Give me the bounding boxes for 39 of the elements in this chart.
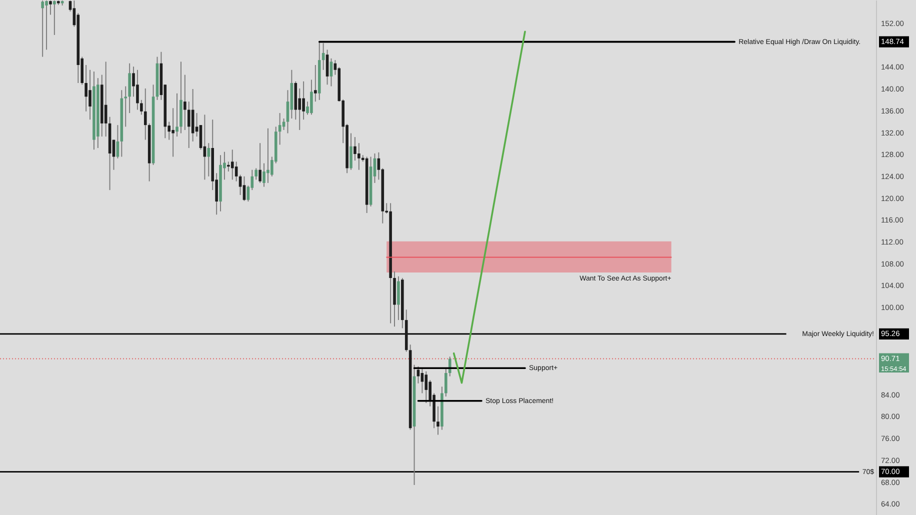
- candlestick: [310, 79, 313, 116]
- candlestick: [234, 161, 238, 182]
- candlestick: [172, 108, 174, 158]
- candlestick: [302, 80, 305, 120]
- candlestick: [242, 176, 246, 202]
- candlestick: [350, 132, 352, 170]
- candlestick: [176, 92, 178, 138]
- candlestick: [314, 64, 317, 102]
- candlestick: [184, 74, 186, 130]
- candlestick: [187, 101, 190, 148]
- line-series: [452, 30, 526, 384]
- candlestick: [444, 368, 448, 397]
- candlestick: [354, 136, 356, 162]
- candlestick: [424, 370, 428, 404]
- candlestick: [84, 64, 88, 112]
- candlestick: [266, 128, 270, 184]
- candlestick: [128, 62, 131, 114]
- candlestick: [358, 142, 360, 170]
- candlestick: [230, 149, 234, 180]
- candlestick: [88, 69, 92, 120]
- candlestick: [227, 161, 230, 172]
- candlestick: [136, 69, 139, 110]
- candlestick: [254, 168, 258, 180]
- candlestick: [124, 86, 128, 128]
- candlestick: [448, 356, 452, 377]
- candlestick: [330, 58, 333, 87]
- candlestick: [258, 142, 262, 184]
- candlestick: [144, 88, 147, 140]
- candlestick: [207, 142, 210, 177]
- candlestick: [436, 406, 440, 436]
- candlestick: [140, 99, 143, 116]
- candlestick: [397, 276, 400, 321]
- candlestick: [262, 162, 266, 188]
- candlestick: [53, 0, 56, 36]
- candlestick: [49, 0, 52, 16]
- candlestick: [45, 0, 48, 50]
- candlestick: [41, 0, 44, 58]
- candlestick: [326, 49, 329, 86]
- candlestick: [416, 366, 420, 384]
